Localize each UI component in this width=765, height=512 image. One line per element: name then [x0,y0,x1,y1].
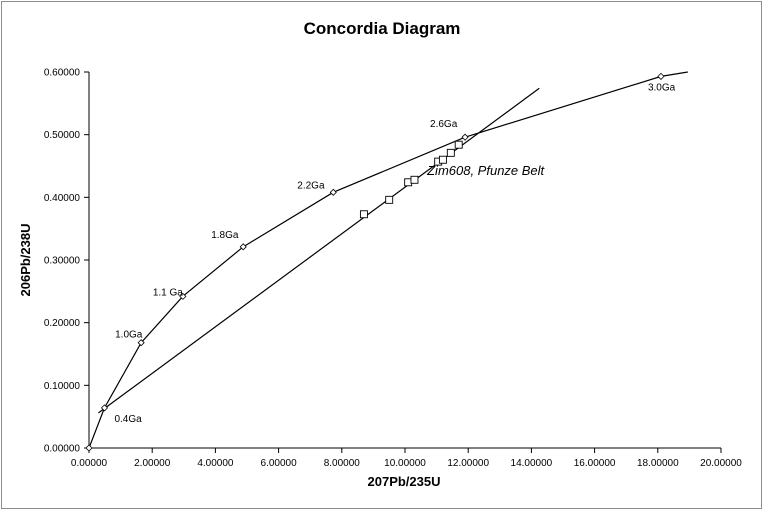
age-label: 3.0Ga [648,82,676,93]
y-tick-label: 0.10000 [44,381,81,392]
sample-point [454,140,463,149]
chart-title: Concordia Diagram [304,19,461,38]
x-tick-label: 20.00000 [700,458,742,469]
concordia-age-marker [137,339,145,347]
x-tick-label: 10.00000 [384,458,426,469]
age-label: 2.6Ga [430,119,458,130]
y-tick-label: 0.50000 [44,130,81,141]
concordia-age-marker [657,72,665,80]
x-tick-label: 2.00000 [134,458,171,469]
y-tick-label: 0.40000 [44,193,81,204]
y-tick-label: 0.00000 [44,444,81,455]
sample-point [410,175,419,184]
x-tick-label: 16.00000 [574,458,616,469]
x-tick-label: 18.00000 [637,458,679,469]
x-tick-label: 14.00000 [511,458,553,469]
sample-point [385,195,394,204]
sample-annotation: Zim608, Pfunze Belt [426,163,545,178]
point-labels: 0.4Ga 1.0Ga 1.1 Ga 1.8Ga 2.2Ga 2.6Ga 3.0Ga Zim6… [114,82,675,425]
marks [85,72,665,452]
sample-point [438,155,447,164]
concordia-age-marker [461,133,469,141]
concordia-age-marker [239,243,247,251]
y-axis-title: 206Pb/238U [18,224,33,297]
concordia-curve [88,71,688,449]
concordia-age-marker [100,404,109,412]
concordia-age-marker [329,188,337,196]
discordia-line [98,87,540,414]
concordia-age-marker [85,444,93,452]
x-tick-label: 6.00000 [261,458,298,469]
concordia-age-marker [179,292,187,300]
x-tick-label: 8.00000 [324,458,361,469]
x-tick-label: 12.00000 [447,458,489,469]
y-tick-label: 0.20000 [44,318,81,329]
x-axis-title: 207Pb/235U [368,474,441,489]
age-label: 0.4Ga [114,414,142,425]
axes: 0.00000 2.00000 4.00000 6.00000 8.00000 10.00… [44,68,742,470]
sample-point [359,210,368,219]
y-tick-label: 0.30000 [44,256,81,267]
age-label: 2.2Ga [297,180,325,191]
age-label: 1.8Ga [211,230,239,241]
age-label: 1.1 Ga [153,287,183,298]
sample-point [446,148,455,157]
x-tick-label: 4.00000 [197,458,234,469]
age-label: 1.0Ga [115,330,143,341]
curves [88,71,688,449]
y-tick-label: 0.60000 [44,68,81,79]
x-tick-label: 0.00000 [71,458,108,469]
